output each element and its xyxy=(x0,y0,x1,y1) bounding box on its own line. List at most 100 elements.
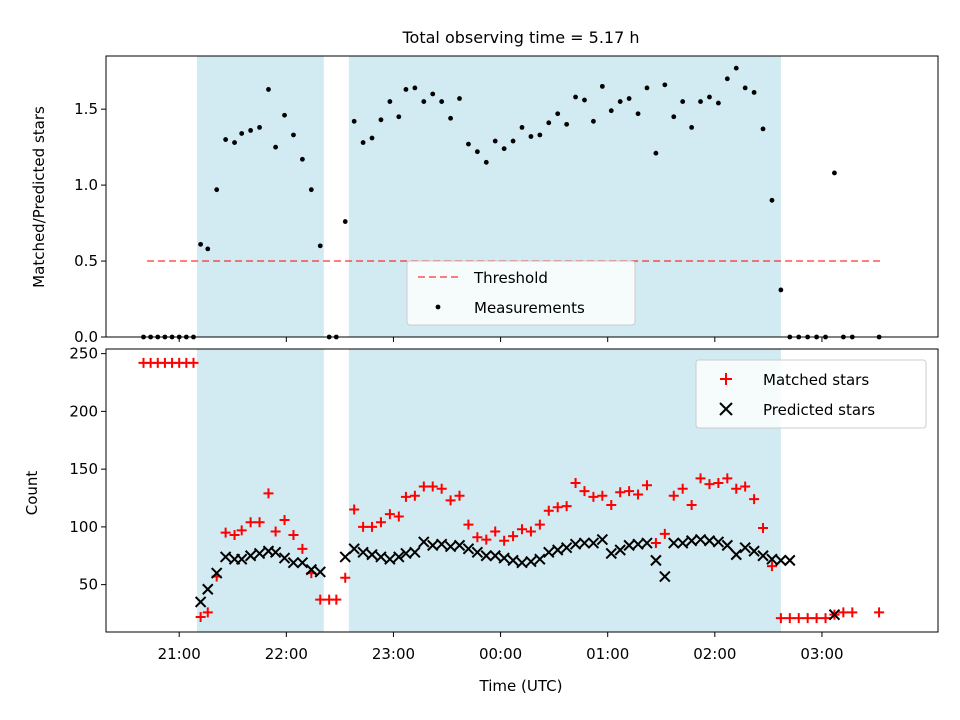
matched-star-point xyxy=(847,607,858,618)
measurement-point xyxy=(299,156,305,162)
measurement-point xyxy=(257,124,262,130)
matched-star-point xyxy=(517,524,527,535)
predicted-star-point xyxy=(471,546,484,559)
matched-star-point xyxy=(722,473,733,484)
top-y-tick-label: 0.0 xyxy=(74,328,98,346)
predicted-star-point xyxy=(560,541,573,554)
matched-star-point xyxy=(245,517,256,528)
predicted-star-point xyxy=(314,566,326,578)
measurement-point xyxy=(248,128,254,133)
measurement-point xyxy=(742,85,748,91)
predicted-star-point xyxy=(632,538,644,550)
matched-star-point xyxy=(793,613,804,624)
legend-matched-label: Matched stars xyxy=(763,371,869,389)
measurement-point xyxy=(273,144,279,150)
measurement-point xyxy=(689,124,695,130)
measurement-point xyxy=(282,112,287,118)
measurement-point xyxy=(707,94,712,100)
predicted-star-point xyxy=(668,537,680,549)
matched-star-point xyxy=(668,490,679,501)
matched-star-point xyxy=(552,502,563,513)
matched-star-point xyxy=(188,357,199,368)
predicted-star-point xyxy=(462,543,475,555)
predicted-star-point xyxy=(748,545,760,557)
measurement-point xyxy=(317,243,323,249)
measurement-point xyxy=(582,97,587,103)
matched-star-point xyxy=(606,499,617,510)
measurement-point xyxy=(510,138,516,144)
matched-star-point xyxy=(409,490,420,501)
matched-star-point xyxy=(220,527,231,538)
bottom-x-axis: 21:00 22:00 23:00 00:00 01:00 02:00 03:00 xyxy=(158,632,844,663)
bottom-y-tick-label: 150 xyxy=(69,460,98,478)
legend-predicted-label: Predicted stars xyxy=(763,401,875,419)
x-tick-label: 22:00 xyxy=(265,645,308,663)
predicted-star-point xyxy=(784,554,796,567)
predicted-star-point xyxy=(409,546,421,559)
measurement-point xyxy=(617,99,623,104)
x-tick-label: 03:00 xyxy=(800,645,843,663)
measurement-point xyxy=(671,114,677,120)
matched-star-point xyxy=(263,488,274,499)
matched-star-point xyxy=(740,481,751,492)
predicted-star-point xyxy=(605,547,617,560)
bottom-plot-marks xyxy=(138,357,885,624)
matched-star-point xyxy=(525,526,536,537)
matched-star-point xyxy=(445,495,456,506)
matched-star-point xyxy=(579,486,590,497)
predicted-star-point xyxy=(375,551,387,563)
predicted-star-point xyxy=(659,570,671,583)
matched-star-point xyxy=(615,487,626,498)
measurement-point xyxy=(662,82,668,88)
measurement-point xyxy=(760,126,766,132)
measurement-point xyxy=(387,99,393,104)
predicted-star-point xyxy=(641,537,653,549)
predicted-star-point xyxy=(348,543,360,555)
matched-star-point xyxy=(624,486,635,497)
predicted-star-point xyxy=(269,546,282,559)
matched-star-point xyxy=(508,531,519,542)
measurement-point xyxy=(519,124,525,130)
predicted-star-point xyxy=(703,535,716,547)
matched-star-point xyxy=(279,514,290,525)
predicted-star-point xyxy=(543,546,555,559)
predicted-star-point xyxy=(305,563,318,576)
bottom-y-tick-label: 50 xyxy=(79,576,98,594)
measurement-point xyxy=(474,149,480,155)
measurement-point xyxy=(528,134,534,139)
predicted-star-point xyxy=(393,551,405,563)
measurement-point xyxy=(369,135,375,141)
measurement-point xyxy=(635,111,641,117)
measurement-point xyxy=(573,94,578,100)
top-y-axis-label: Matched/Predicted stars xyxy=(30,106,48,288)
predicted-star-point xyxy=(287,556,300,569)
matched-star-point xyxy=(802,613,813,624)
measurement-point xyxy=(769,197,775,203)
measurement-point xyxy=(342,219,348,224)
matched-star-point xyxy=(340,572,351,583)
matched-star-point xyxy=(659,528,670,539)
predicted-star-point xyxy=(444,540,457,553)
predicted-star-point xyxy=(534,553,546,565)
predicted-star-point xyxy=(418,536,430,548)
chart-title: Total observing time = 5.17 h xyxy=(401,28,639,47)
measurement-point xyxy=(223,137,229,142)
matched-star-point xyxy=(570,477,581,488)
measurement-point xyxy=(644,85,650,91)
matched-star-point xyxy=(229,529,240,540)
bottom-y-axis: 50 100 150 200 250 xyxy=(69,345,106,594)
predicted-star-point xyxy=(210,567,223,579)
matched-star-point xyxy=(838,607,849,618)
predicted-star-point xyxy=(614,544,626,556)
predicted-star-point xyxy=(480,550,492,562)
measurement-point xyxy=(308,187,314,193)
predicted-star-point xyxy=(757,550,769,562)
predicted-star-point xyxy=(384,553,396,565)
measurement-point xyxy=(403,87,409,92)
bottom-y-axis-label: Count xyxy=(23,471,41,516)
measurement-point xyxy=(733,65,739,71)
top-y-axis: 0.0 0.5 1.0 1.5 xyxy=(74,100,106,346)
predicted-star-point xyxy=(507,554,519,567)
matched-star-point xyxy=(418,481,429,492)
